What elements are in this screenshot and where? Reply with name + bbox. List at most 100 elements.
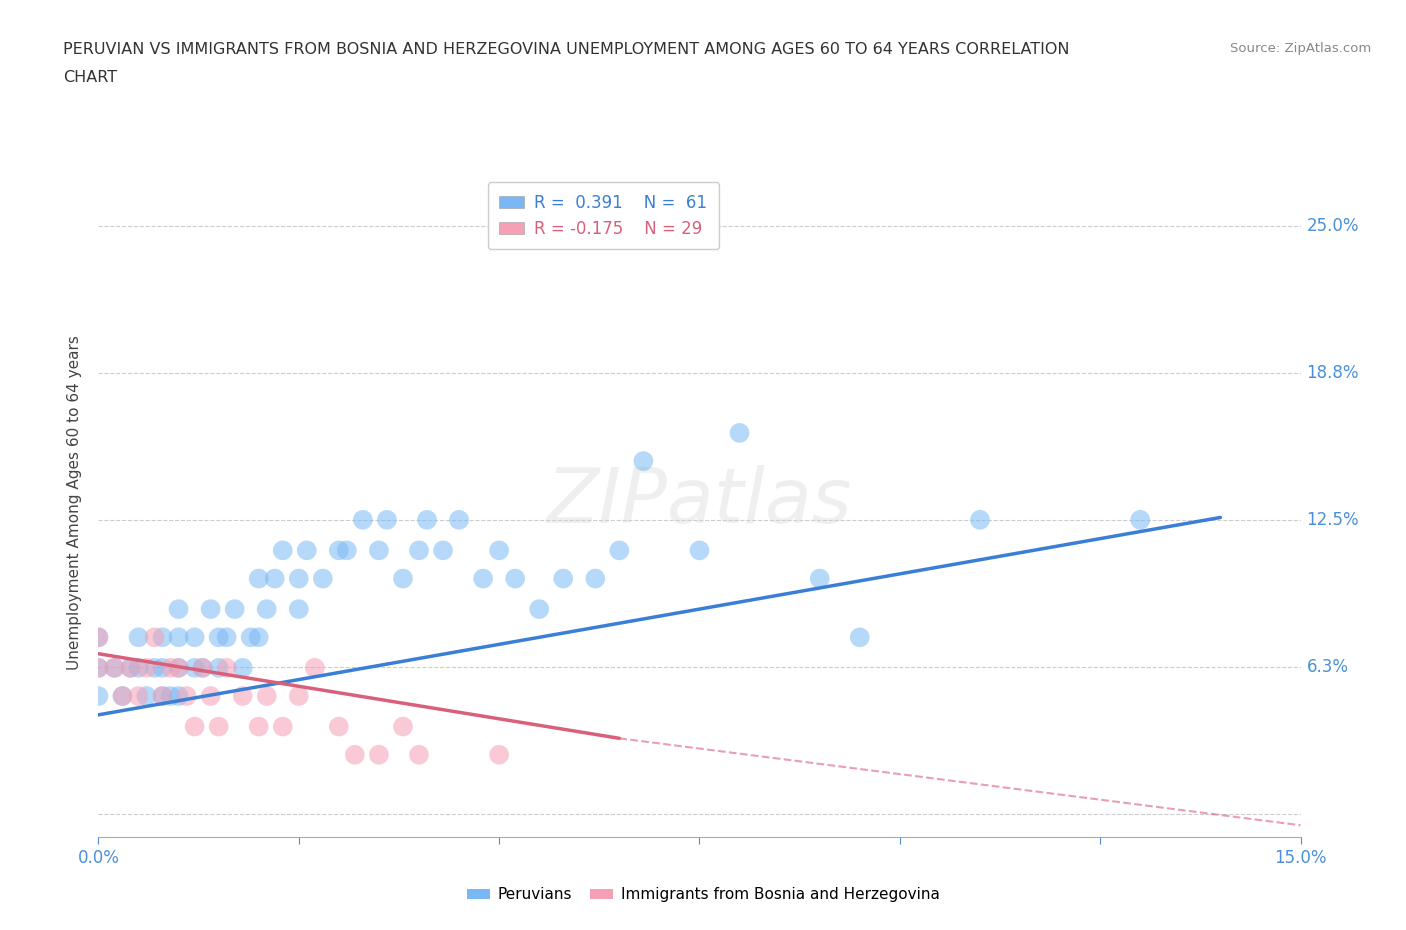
Point bbox=[408, 748, 430, 763]
Point bbox=[529, 602, 551, 617]
Point bbox=[200, 688, 222, 703]
Text: 6.3%: 6.3% bbox=[1306, 658, 1348, 676]
Point bbox=[111, 688, 134, 703]
Point bbox=[969, 512, 991, 527]
Point bbox=[167, 660, 190, 675]
Legend: R =  0.391    N =  61, R = -0.175    N = 29: R = 0.391 N = 61, R = -0.175 N = 29 bbox=[488, 182, 718, 249]
Point bbox=[128, 630, 150, 644]
Point bbox=[200, 602, 222, 617]
Point bbox=[368, 543, 391, 558]
Point bbox=[263, 571, 285, 586]
Point bbox=[295, 543, 318, 558]
Point bbox=[111, 688, 134, 703]
Point bbox=[120, 660, 142, 675]
Point bbox=[215, 660, 238, 675]
Point bbox=[392, 571, 415, 586]
Point bbox=[143, 660, 166, 675]
Point bbox=[87, 630, 110, 644]
Point bbox=[328, 543, 350, 558]
Point bbox=[271, 543, 294, 558]
Point bbox=[103, 660, 125, 675]
Point bbox=[128, 688, 150, 703]
Point bbox=[232, 688, 254, 703]
Point bbox=[609, 543, 631, 558]
Point bbox=[152, 688, 174, 703]
Point bbox=[135, 688, 157, 703]
Point bbox=[120, 660, 142, 675]
Point bbox=[239, 630, 262, 644]
Text: 25.0%: 25.0% bbox=[1306, 217, 1360, 235]
Point bbox=[1129, 512, 1152, 527]
Point bbox=[208, 719, 231, 734]
Point bbox=[256, 602, 278, 617]
Point bbox=[191, 660, 214, 675]
Text: ZIPatlas: ZIPatlas bbox=[547, 465, 852, 539]
Point bbox=[633, 454, 655, 469]
Point bbox=[336, 543, 359, 558]
Point bbox=[503, 571, 526, 586]
Point bbox=[183, 719, 205, 734]
Point bbox=[135, 660, 157, 675]
Legend: Peruvians, Immigrants from Bosnia and Herzegovina: Peruvians, Immigrants from Bosnia and He… bbox=[461, 882, 945, 909]
Point bbox=[167, 602, 190, 617]
Point bbox=[472, 571, 495, 586]
Y-axis label: Unemployment Among Ages 60 to 64 years: Unemployment Among Ages 60 to 64 years bbox=[67, 335, 83, 670]
Point bbox=[183, 630, 205, 644]
Point bbox=[392, 719, 415, 734]
Text: 12.5%: 12.5% bbox=[1306, 511, 1360, 529]
Point bbox=[152, 688, 174, 703]
Point bbox=[152, 660, 174, 675]
Point bbox=[87, 660, 110, 675]
Point bbox=[375, 512, 398, 527]
Point bbox=[247, 571, 270, 586]
Point bbox=[247, 719, 270, 734]
Point bbox=[288, 571, 311, 586]
Point bbox=[87, 660, 110, 675]
Point bbox=[343, 748, 366, 763]
Point bbox=[352, 512, 374, 527]
Text: 18.8%: 18.8% bbox=[1306, 364, 1360, 382]
Point bbox=[583, 571, 606, 586]
Point bbox=[159, 688, 181, 703]
Point bbox=[87, 688, 110, 703]
Point bbox=[167, 630, 190, 644]
Point bbox=[288, 602, 311, 617]
Point bbox=[256, 688, 278, 703]
Point bbox=[152, 630, 174, 644]
Text: Source: ZipAtlas.com: Source: ZipAtlas.com bbox=[1230, 42, 1371, 55]
Point bbox=[312, 571, 335, 586]
Point bbox=[215, 630, 238, 644]
Point bbox=[232, 660, 254, 675]
Point bbox=[208, 660, 231, 675]
Point bbox=[87, 630, 110, 644]
Point bbox=[328, 719, 350, 734]
Point bbox=[849, 630, 872, 644]
Point bbox=[368, 748, 391, 763]
Point bbox=[224, 602, 246, 617]
Point bbox=[447, 512, 470, 527]
Point bbox=[167, 688, 190, 703]
Text: CHART: CHART bbox=[63, 70, 117, 85]
Point bbox=[183, 660, 205, 675]
Point bbox=[432, 543, 454, 558]
Point bbox=[808, 571, 831, 586]
Point bbox=[208, 630, 231, 644]
Point bbox=[304, 660, 326, 675]
Point bbox=[167, 660, 190, 675]
Point bbox=[288, 688, 311, 703]
Point bbox=[191, 660, 214, 675]
Point bbox=[143, 630, 166, 644]
Point bbox=[416, 512, 439, 527]
Point bbox=[271, 719, 294, 734]
Point bbox=[247, 630, 270, 644]
Point bbox=[488, 543, 510, 558]
Point bbox=[176, 688, 198, 703]
Point bbox=[408, 543, 430, 558]
Point bbox=[128, 660, 150, 675]
Point bbox=[159, 660, 181, 675]
Point bbox=[488, 748, 510, 763]
Point bbox=[728, 425, 751, 440]
Point bbox=[103, 660, 125, 675]
Point bbox=[553, 571, 575, 586]
Point bbox=[688, 543, 710, 558]
